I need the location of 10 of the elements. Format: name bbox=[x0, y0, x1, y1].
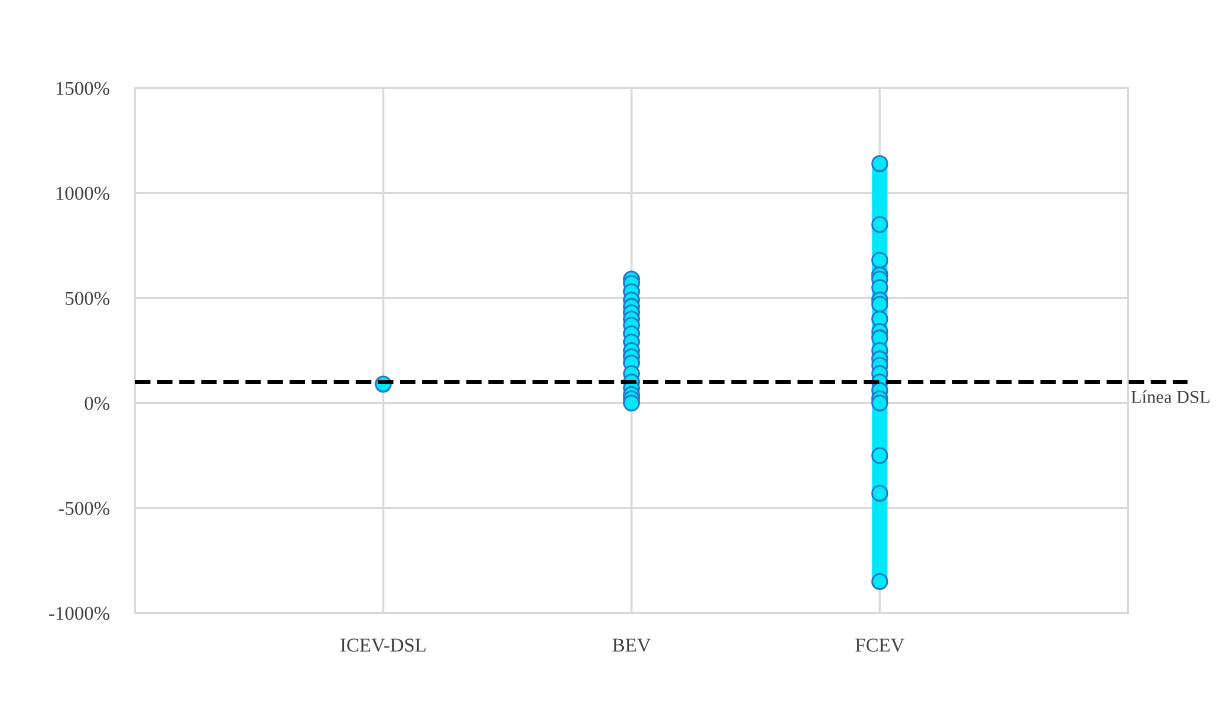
x-tick-label: BEV bbox=[612, 638, 651, 652]
ref-line-label: Línea DSL bbox=[1131, 390, 1210, 404]
y-tick-label: 0% bbox=[84, 396, 110, 410]
y-tick-label: 1500% bbox=[56, 81, 110, 95]
y-tick-label: -500% bbox=[58, 501, 110, 515]
y-tick-label: -1000% bbox=[49, 606, 110, 620]
y-tick-label: 500% bbox=[65, 291, 110, 305]
y-tick-label: 1000% bbox=[56, 186, 110, 200]
x-tick-label: ICEV-DSL bbox=[340, 638, 426, 652]
x-tick-label: FCEV bbox=[855, 638, 905, 652]
